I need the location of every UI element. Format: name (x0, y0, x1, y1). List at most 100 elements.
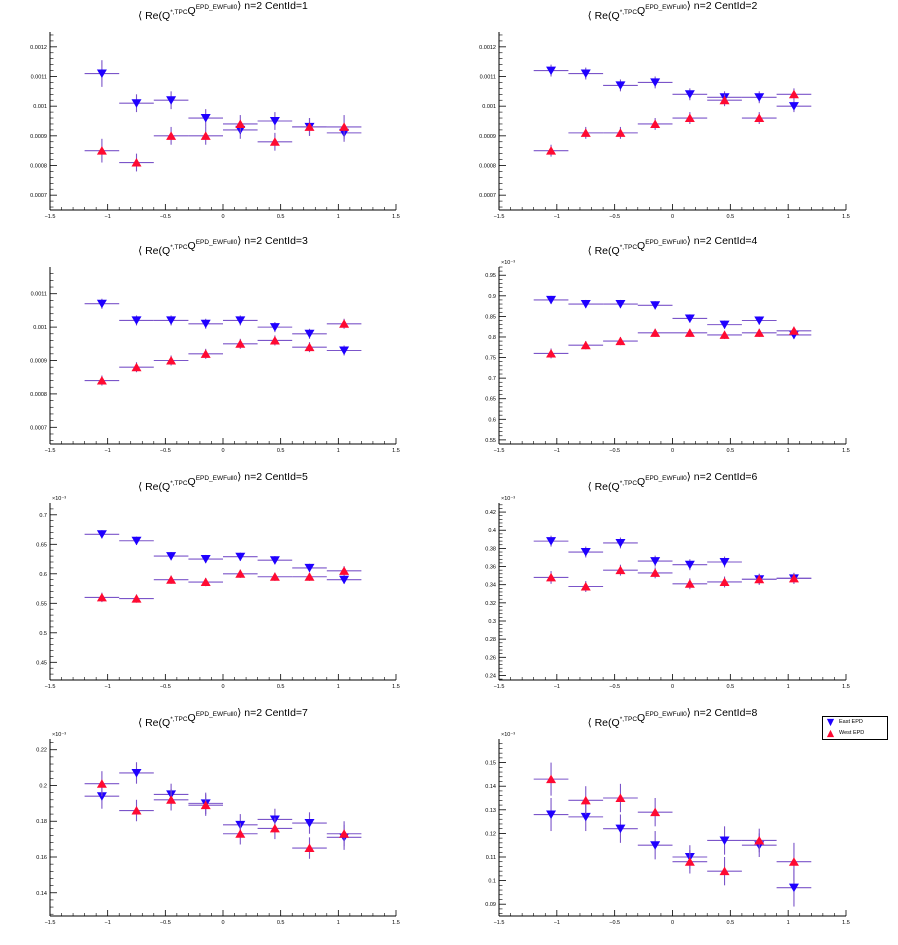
y-tick-label: 0.24 (485, 673, 496, 679)
y-tick-label: 0.6 (39, 572, 47, 578)
y-tick-label: 0.5 (39, 631, 47, 637)
title-superscript: *,TPC (620, 716, 638, 723)
y-tick-label: 0.0007 (30, 425, 47, 431)
west-data-point (96, 146, 107, 155)
y-tick-label: 0.18 (36, 819, 47, 825)
panel-8: −1.5 −1 −0.5 0 0.5 1 1.5 0.09 0.1 0.11 0.12 0.13 0.1… (485, 707, 850, 926)
title-text: ⟩ n=2 CentId=8 (687, 707, 758, 719)
x-tick-label: 1 (787, 920, 790, 926)
west-data-point (754, 113, 765, 123)
title-text: ⟩ n=2 CentId=6 (687, 471, 758, 483)
title-superscript: EPD_EWFull0 (645, 475, 687, 482)
x-tick-label: 0 (221, 214, 224, 220)
title-text: ⟩ n=2 CentId=3 (237, 235, 308, 247)
y-tick-label: 0.09 (485, 902, 496, 908)
west-data-point (166, 795, 177, 804)
title-superscript: *,TPC (620, 244, 638, 251)
panel-6: −1.5 −1 −0.5 0 0.5 1 1.5 0.24 0.26 0.28 0.3 0.32 0.3… (485, 471, 850, 690)
west-data-point (131, 158, 142, 167)
title-superscript: *,TPC (170, 480, 188, 487)
title-text: Q (188, 712, 196, 724)
east-data-point (650, 841, 661, 850)
east-data-point (580, 300, 591, 309)
west-data-point (788, 573, 799, 583)
title-superscript: EPD_EWFull0 (645, 4, 687, 11)
west-data-point (131, 594, 142, 603)
x-tick-label: 0 (671, 448, 674, 454)
x-tick-label: −1 (105, 920, 111, 926)
east-data-point (719, 558, 730, 567)
east-data-point (339, 346, 350, 355)
west-data-point (96, 779, 107, 788)
x-tick-label: 0 (221, 684, 224, 690)
east-data-point (615, 81, 626, 90)
east-data-point (269, 556, 280, 565)
legend-label-west: West EPD (839, 730, 865, 736)
y-exponent-label: ×10⁻³ (501, 732, 515, 738)
x-tick-label: 1 (337, 214, 340, 220)
west-data-point (684, 328, 695, 337)
panel-title: ⟨ Re(Q*,TPCQEPD_EWFull0⟩ n=2 CentId=2 (588, 0, 758, 22)
y-tick-label: 0.11 (486, 855, 496, 861)
x-tick-label: 1.5 (392, 684, 400, 690)
y-tick-label: 0.3 (488, 619, 496, 625)
y-tick-label: 0.0008 (479, 164, 496, 170)
x-tick-label: −1 (105, 448, 111, 454)
west-data-point (339, 122, 350, 131)
x-tick-label: −1 (105, 684, 111, 690)
y-tick-label: 0.38 (485, 546, 496, 552)
panel-title: ⟨ Re(Q*,TPCQEPD_EWFull0⟩ n=2 CentId=7 (138, 707, 308, 729)
y-tick-label: 0.0011 (31, 75, 47, 81)
x-tick-label: 1.5 (392, 448, 400, 454)
y-tick-label: 0.9 (488, 294, 496, 300)
y-tick-label: 0.0011 (31, 292, 47, 298)
west-data-point (684, 579, 695, 588)
x-tick-label: −0.5 (160, 448, 171, 454)
east-data-point (269, 323, 280, 332)
y-tick-label: 0.45 (36, 660, 47, 666)
west-data-point (339, 319, 350, 328)
panel-1: −1.5 −1 −0.5 0 0.5 1 1.5 0.0007 0.0008 0.0009 0.00… (30, 0, 400, 220)
x-tick-label: 0 (671, 214, 674, 220)
y-tick-label: 0.0011 (480, 75, 496, 81)
x-tick-label: −1.5 (45, 448, 56, 454)
west-data-point (546, 146, 557, 155)
west-data-point (615, 793, 626, 802)
x-tick-label: 1.5 (842, 448, 850, 454)
west-data-point (269, 572, 280, 581)
x-tick-label: 1.5 (392, 214, 400, 220)
east-data-point (131, 99, 142, 108)
west-data-point (235, 569, 246, 578)
east-data-point (131, 536, 142, 546)
x-tick-label: 1 (337, 684, 340, 690)
x-tick-label: 1.5 (842, 214, 850, 220)
y-tick-label: 0.6 (488, 417, 496, 423)
title-text: ⟩ n=2 CentId=5 (237, 471, 308, 483)
y-tick-label: 0.55 (36, 601, 47, 607)
west-data-point (580, 128, 591, 137)
y-tick-label: 0.0009 (30, 359, 47, 365)
west-data-point (166, 575, 177, 584)
panel-5: −1.5 −1 −0.5 0 0.5 1 1.5 0.45 0.5 0.55 0.6 0.65 0.7 ×… (36, 471, 400, 690)
west-data-point (684, 113, 695, 123)
east-data-point (546, 295, 557, 305)
east-data-point (684, 314, 695, 323)
y-tick-label: 0.14 (36, 891, 47, 897)
y-tick-label: 0.16 (36, 855, 47, 861)
title-text: ⟨ Re(Q (588, 717, 620, 729)
west-data-point (719, 577, 730, 586)
title-superscript: EPD_EWFull0 (645, 239, 687, 246)
west-data-point (650, 807, 661, 817)
west-data-point (754, 328, 765, 337)
x-tick-label: 1 (787, 214, 790, 220)
east-data-point (131, 768, 142, 778)
y-tick-label: 0.001 (482, 104, 496, 110)
x-tick-label: 0 (221, 448, 224, 454)
y-tick-label: 0.65 (485, 397, 496, 403)
east-data-point (131, 316, 142, 325)
title-superscript: EPD_EWFull0 (196, 4, 238, 11)
west-data-point (650, 328, 661, 337)
west-data-point (200, 800, 211, 810)
panel-title: ⟨ Re(Q*,TPCQEPD_EWFull0⟩ n=2 CentId=4 (588, 235, 758, 257)
east-data-point (200, 319, 211, 329)
